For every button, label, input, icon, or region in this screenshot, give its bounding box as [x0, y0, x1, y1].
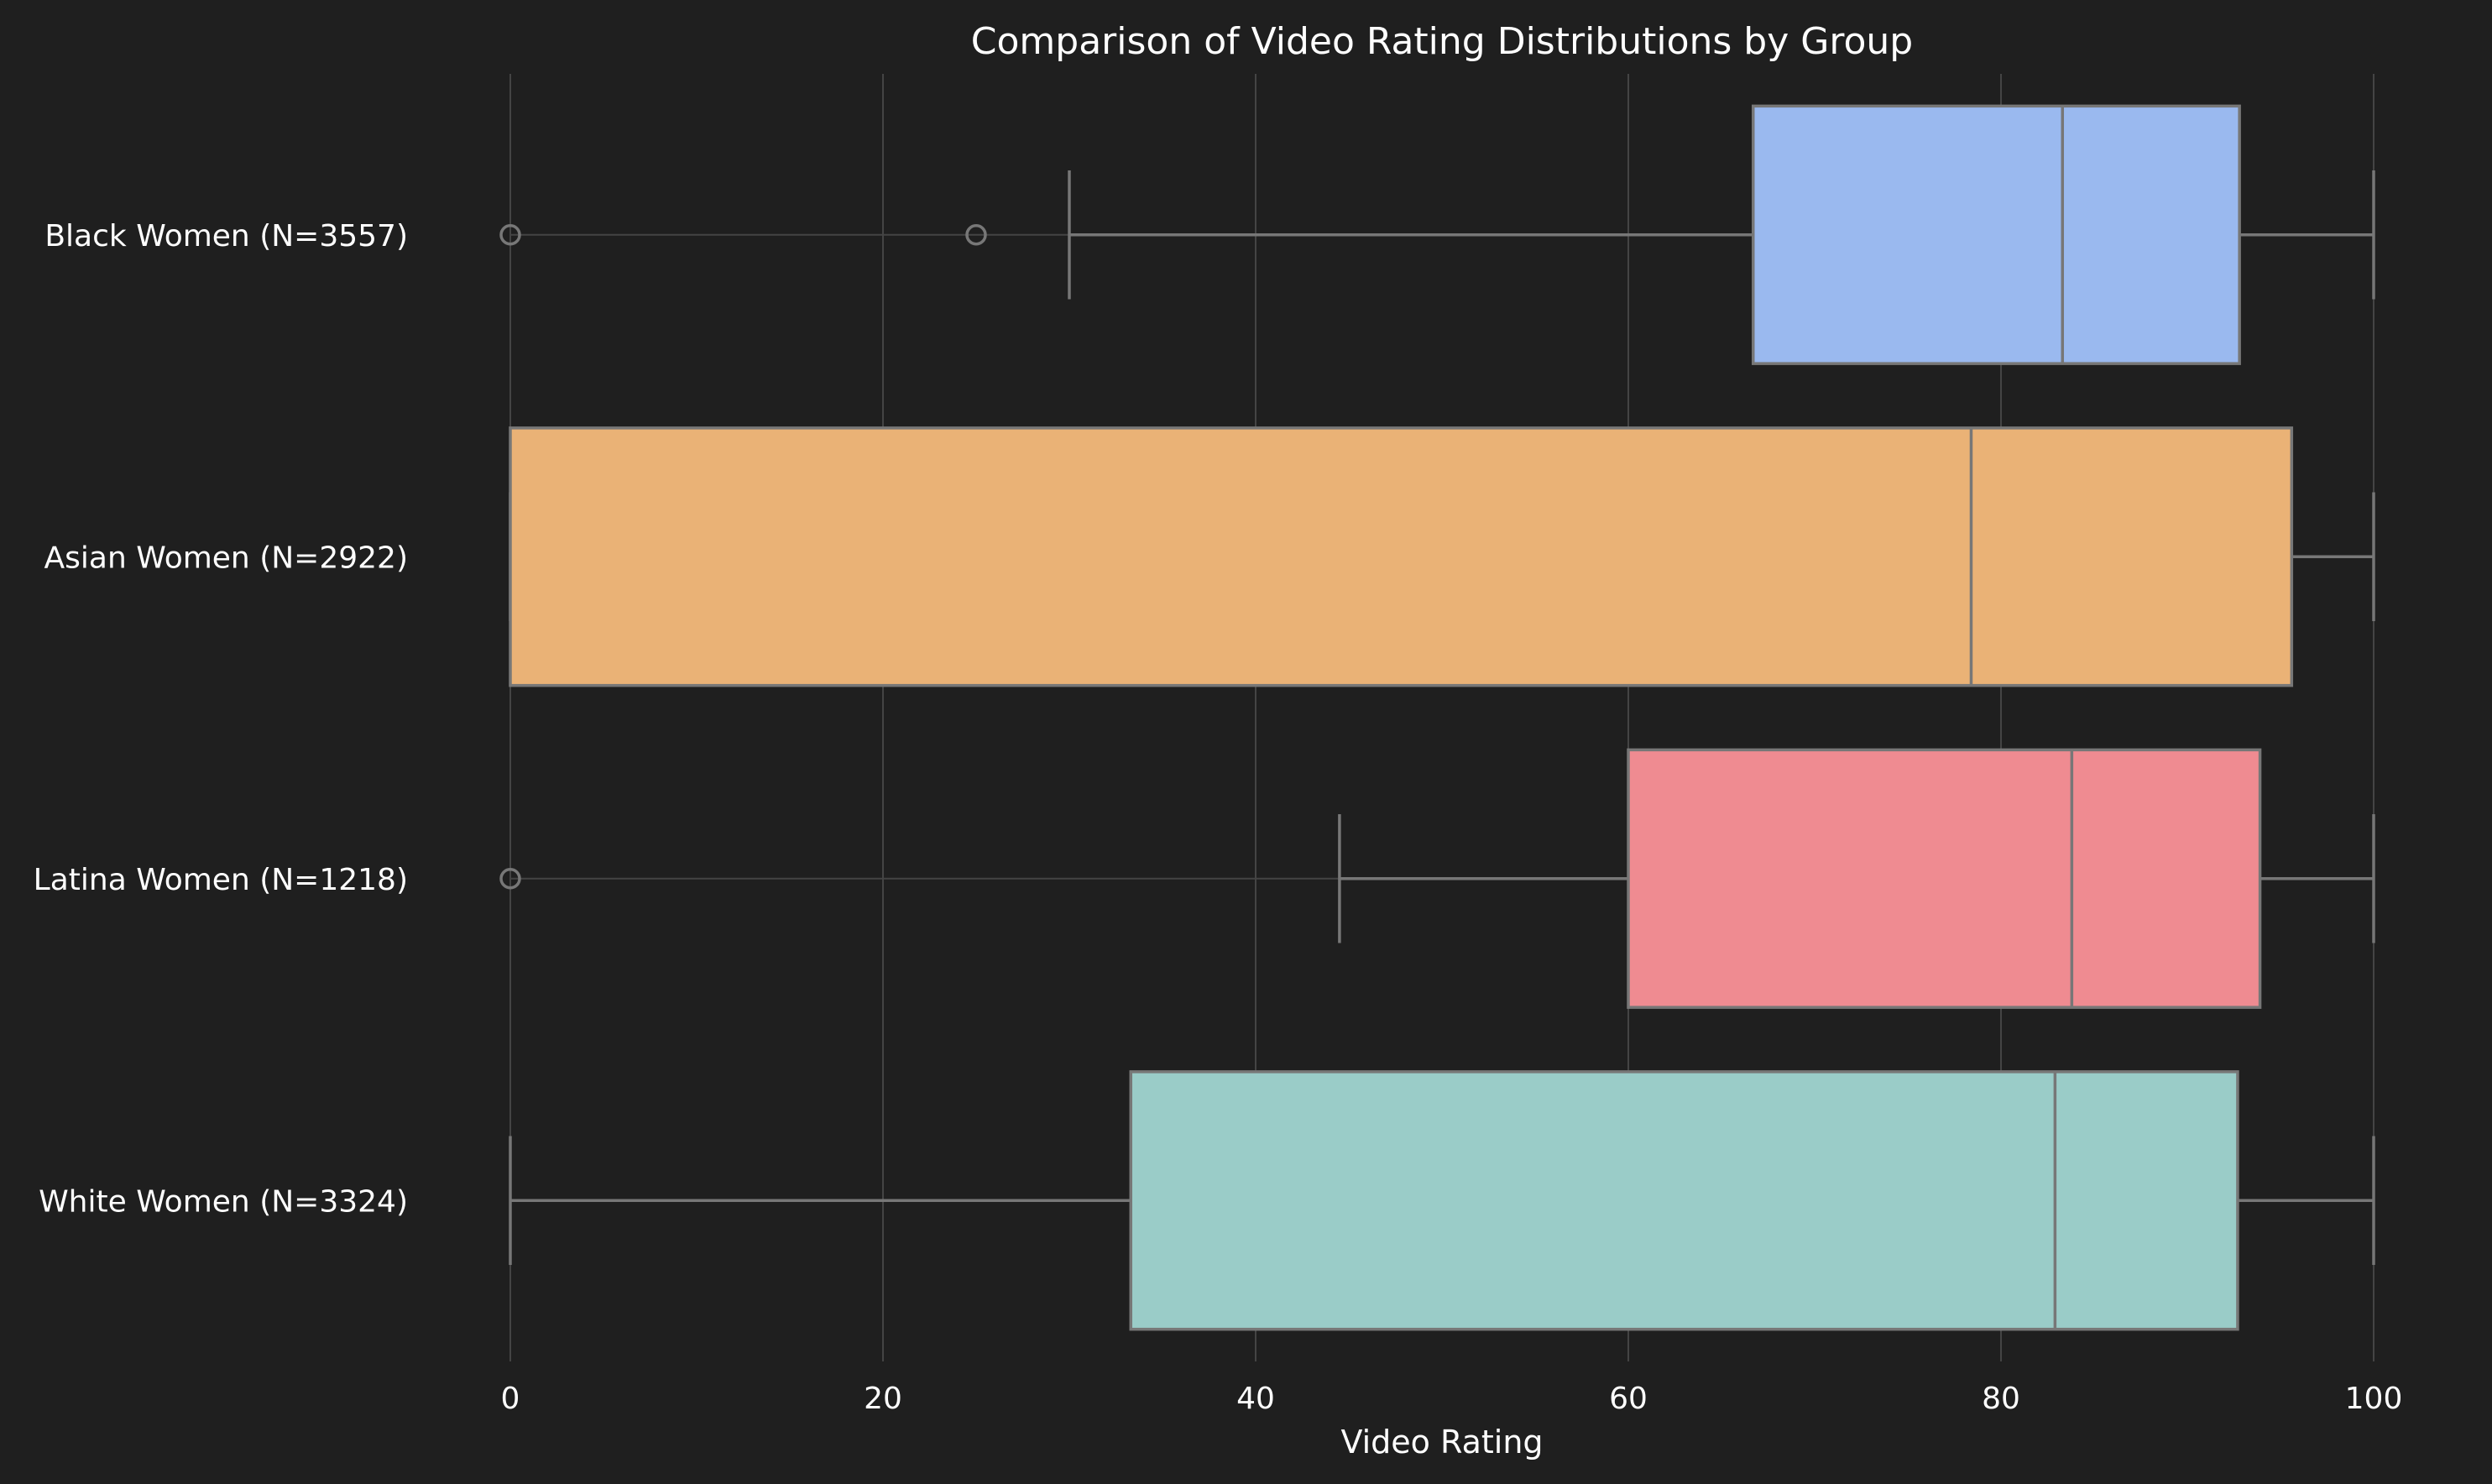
y-tick-label: Black Women (N=3557) — [44, 219, 408, 253]
iqr-box — [1751, 104, 2241, 365]
box-group — [499, 104, 2375, 365]
y-tick-labels: Black Women (N=3557) Asian Women (N=2922)… — [34, 219, 408, 1220]
outlier-point — [965, 224, 987, 246]
chart-title: Comparison of Video Rating Distributions… — [971, 20, 1913, 63]
y-tick-label: Asian Women (N=2922) — [44, 541, 409, 575]
y-tick-label: Latina Women (N=1218) — [34, 863, 408, 897]
outlier-point — [499, 868, 521, 890]
x-tick-label: 80 — [1982, 1382, 2020, 1416]
iqr-box — [1129, 1070, 2239, 1331]
boxes — [499, 104, 2375, 1331]
x-tick-label: 100 — [2345, 1382, 2403, 1416]
box-group — [499, 748, 2375, 1009]
box-group — [509, 426, 2375, 687]
outlier-point — [499, 224, 521, 246]
iqr-box — [509, 426, 2294, 687]
iqr-box — [1627, 748, 2262, 1009]
x-tick-label: 60 — [1609, 1382, 1648, 1416]
y-tick-label: White Women (N=3324) — [39, 1184, 408, 1219]
box-group — [509, 1070, 2375, 1331]
x-tick-label: 40 — [1236, 1382, 1275, 1416]
x-tick-label: 0 — [501, 1382, 520, 1416]
x-tick-labels: 0 20 40 60 80 100 — [501, 1382, 2403, 1416]
x-axis-label: Video Rating — [1340, 1424, 1543, 1460]
x-tick-label: 20 — [864, 1382, 902, 1416]
